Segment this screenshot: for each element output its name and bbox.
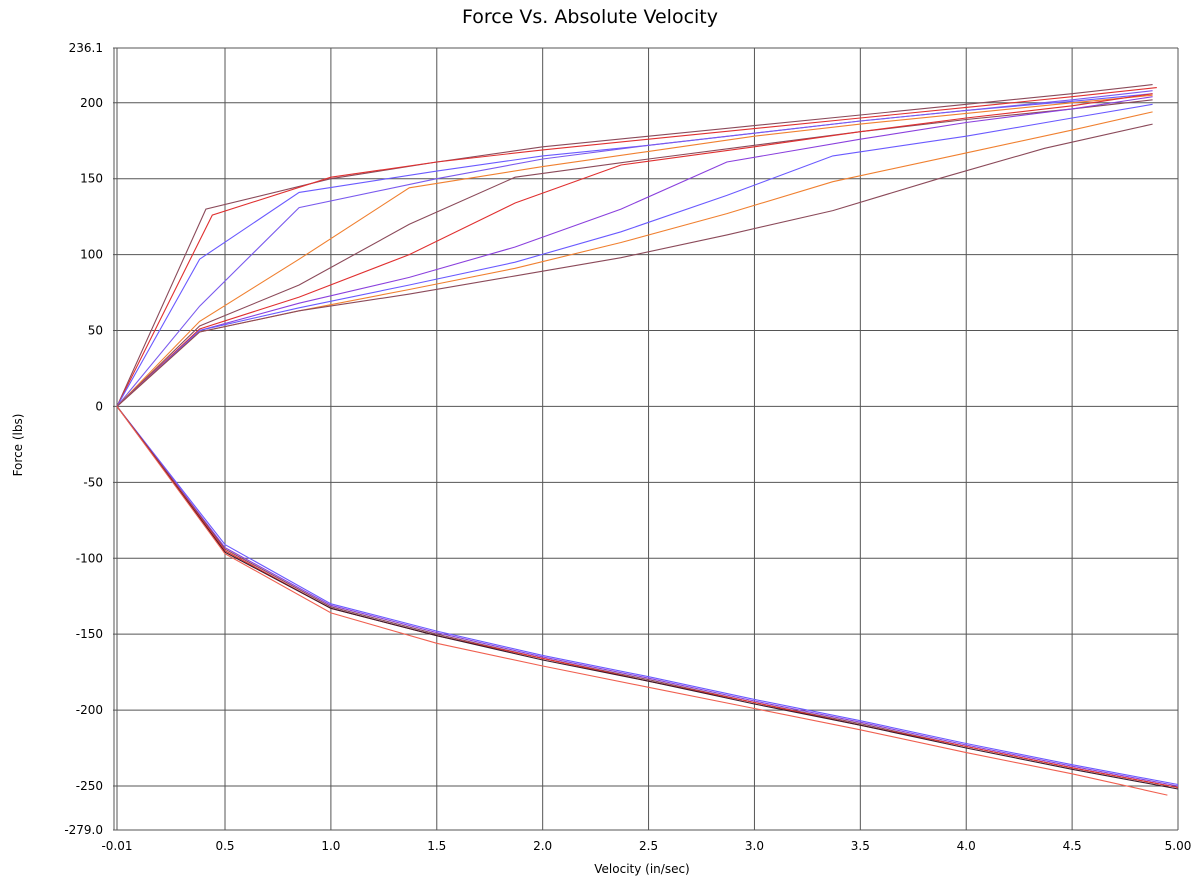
y-axis-label: Force (lbs) — [11, 414, 25, 477]
x-tick-label: 3.0 — [745, 839, 764, 853]
tick-labels: -0.01 0.5 1.0 1.5 2.0 2.5 3.0 3.5 4.0 4.5 5.00 236.… — [64, 41, 1191, 853]
x-tick-label: 2.5 — [639, 839, 658, 853]
y-tick-label: -279.0 — [64, 823, 103, 837]
series-line-17 — [116, 406, 1168, 796]
x-tick-label: 1.5 — [427, 839, 446, 853]
x-tick-label: 2.0 — [533, 839, 552, 853]
y-tick-label: 236.1 — [69, 41, 103, 55]
x-tick-label: 4.5 — [1063, 839, 1082, 853]
y-tick-label: -200 — [76, 703, 103, 717]
chart-title: Force Vs. Absolute Velocity — [462, 6, 718, 28]
series-line-15 — [116, 406, 1179, 789]
x-tick-label: 0.5 — [215, 839, 234, 853]
y-tick-label: -50 — [83, 475, 103, 489]
grid-lines — [113, 47, 1179, 831]
x-tick-label: 5.00 — [1165, 839, 1192, 853]
series-line-5 — [116, 94, 1153, 407]
x-tick-label: 1.0 — [321, 839, 340, 853]
series-line-13 — [116, 406, 1179, 787]
series-line-12 — [116, 406, 1179, 786]
series-line-8 — [116, 96, 1153, 407]
y-tick-label: 0 — [95, 399, 103, 413]
series-line-14 — [116, 406, 1179, 789]
y-tick-label: -250 — [76, 779, 103, 793]
series-line-9 — [116, 103, 1153, 407]
y-tick-label: 100 — [80, 248, 103, 262]
series-line-1 — [116, 84, 1153, 407]
series-line-16 — [116, 406, 1179, 790]
series-line-6 — [116, 99, 1153, 407]
y-tick-label: 150 — [80, 172, 103, 186]
series-line-7 — [116, 93, 1153, 407]
x-tick-label: 4.0 — [957, 839, 976, 853]
data-series — [116, 84, 1179, 796]
series-line-2 — [116, 87, 1157, 407]
x-tick-label: -0.01 — [101, 839, 132, 853]
y-tick-label: 50 — [88, 324, 103, 338]
x-tick-label: 3.5 — [851, 839, 870, 853]
series-line-11 — [116, 123, 1153, 407]
y-tick-label: -100 — [76, 551, 103, 565]
series-line-4 — [116, 90, 1153, 407]
y-tick-label: -150 — [76, 627, 103, 641]
series-line-10 — [116, 111, 1153, 407]
x-axis-label: Velocity (in/sec) — [594, 862, 689, 876]
y-tick-label: 200 — [80, 96, 103, 110]
